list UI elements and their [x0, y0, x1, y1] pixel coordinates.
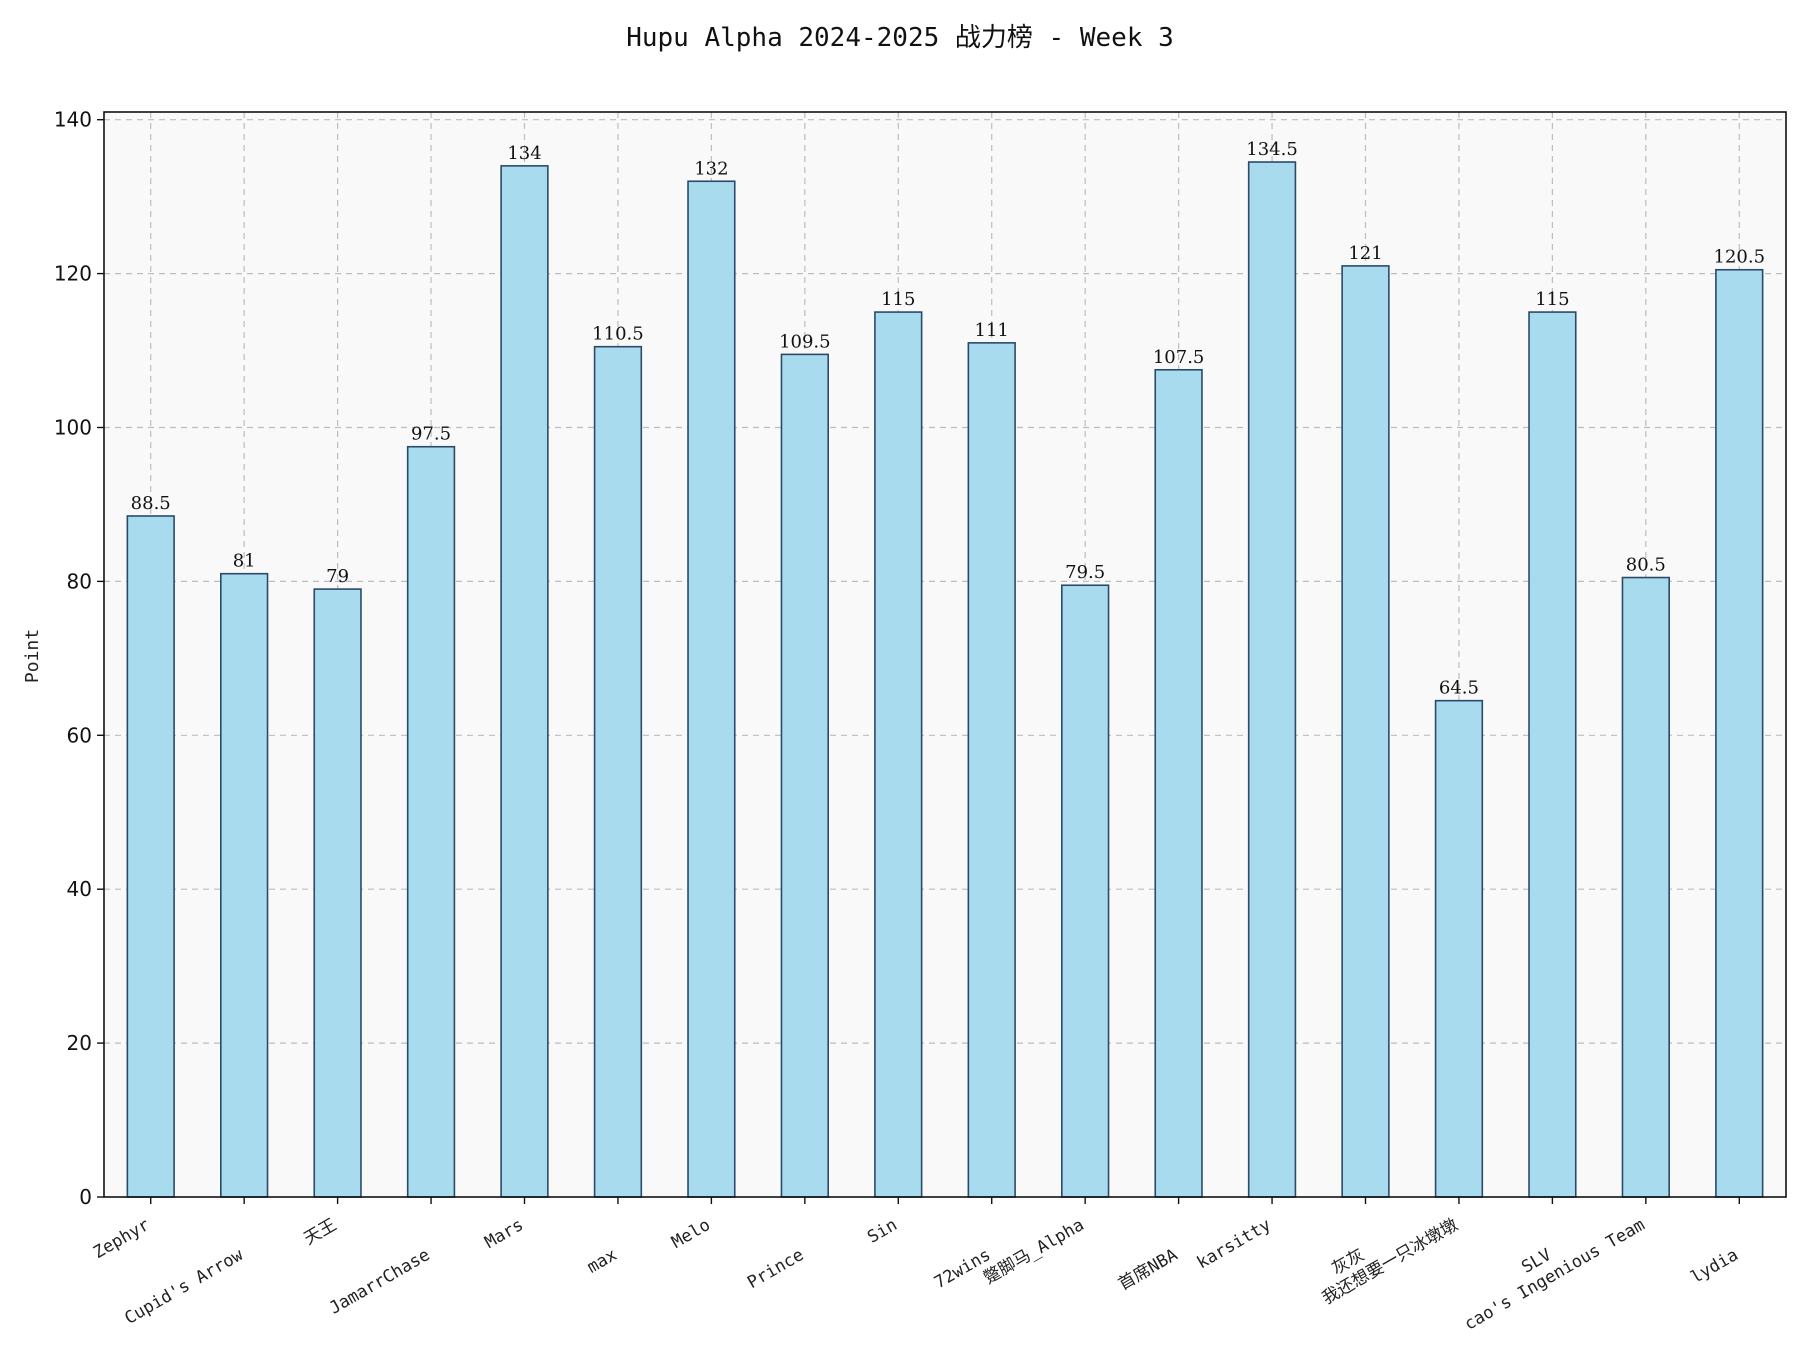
- value-label: 115: [881, 289, 915, 310]
- bar: [1528, 311, 1577, 1198]
- x-tick-label: 蹩脚马_Alpha: [980, 1215, 1087, 1289]
- bar: [967, 342, 1016, 1198]
- y-tick-label: 140: [54, 108, 92, 132]
- bar: [1434, 699, 1484, 1198]
- value-label: 80.5: [1626, 555, 1666, 576]
- x-tick-label: Mars: [482, 1215, 527, 1253]
- value-label: 111: [975, 320, 1009, 341]
- x-tick-label: 首席NBA: [1115, 1245, 1181, 1295]
- bar: [220, 572, 269, 1198]
- value-label: 115: [1535, 289, 1569, 310]
- bar: [1715, 268, 1764, 1198]
- value-label: 110.5: [592, 324, 644, 345]
- y-tick-label: 120: [54, 262, 92, 286]
- chart-title: Hupu Alpha 2024-2025 战力榜 - Week 3: [626, 23, 1174, 53]
- value-label: 134: [507, 143, 541, 164]
- value-label: 107.5: [1153, 347, 1205, 368]
- x-tick-label: Melo: [668, 1215, 713, 1253]
- bar: [593, 345, 643, 1198]
- plot-area: [104, 112, 1786, 1197]
- bar: [1621, 576, 1670, 1198]
- x-tick-label: karsitty: [1194, 1215, 1275, 1273]
- x-tick-label: max: [584, 1245, 621, 1278]
- bar: [874, 311, 923, 1198]
- plot-frame: [103, 111, 1787, 1198]
- y-tick-label: 0: [79, 1185, 92, 1209]
- value-label: 88.5: [131, 493, 171, 514]
- bars: [126, 161, 1764, 1198]
- bar: [1154, 368, 1203, 1198]
- bar: [1247, 161, 1297, 1198]
- value-label: 134.5: [1246, 139, 1298, 160]
- value-label: 79: [326, 566, 349, 587]
- x-tick-label: Cupid's Arrow: [121, 1245, 247, 1329]
- y-axis: 0 20 40 60 80 100 120 140: [54, 108, 104, 1209]
- value-label: 109.5: [779, 331, 831, 352]
- bar: [1341, 265, 1390, 1198]
- value-label: 64.5: [1439, 678, 1479, 699]
- value-label: 81: [233, 551, 256, 572]
- bar: [780, 353, 829, 1198]
- bar: [313, 588, 362, 1198]
- value-label: 121: [1348, 243, 1382, 264]
- value-label: 120.5: [1714, 247, 1766, 268]
- value-labels: 88.5 81 79 97.5 134 110.5 132 109.5 115 111 79.5 10…: [131, 139, 1765, 699]
- bar: [500, 165, 549, 1198]
- y-axis-label: Point: [22, 629, 43, 683]
- y-tick-label: 60: [67, 723, 92, 747]
- x-tick-label: Zephyr: [90, 1215, 153, 1263]
- y-tick-label: 40: [67, 877, 92, 901]
- bar: [1061, 584, 1110, 1198]
- x-tick-label: cao's Ingenious Team: [1461, 1215, 1648, 1335]
- x-tick-label: Prince: [744, 1245, 807, 1293]
- bar: [406, 445, 456, 1198]
- y-tick-label: 100: [54, 415, 92, 439]
- y-tick-label: 20: [67, 1031, 92, 1055]
- value-label: 132: [694, 158, 728, 179]
- x-tick-label: Sin: [864, 1215, 901, 1248]
- value-label: 97.5: [411, 424, 451, 445]
- y-tick-label: 80: [67, 569, 92, 593]
- value-label: 79.5: [1065, 562, 1105, 583]
- bar: [126, 515, 175, 1198]
- x-tick-label: 天王: [301, 1215, 340, 1249]
- x-tick-label: lydia: [1687, 1245, 1741, 1288]
- bar: [687, 180, 736, 1198]
- x-tick-label: JamarrChase: [326, 1245, 434, 1319]
